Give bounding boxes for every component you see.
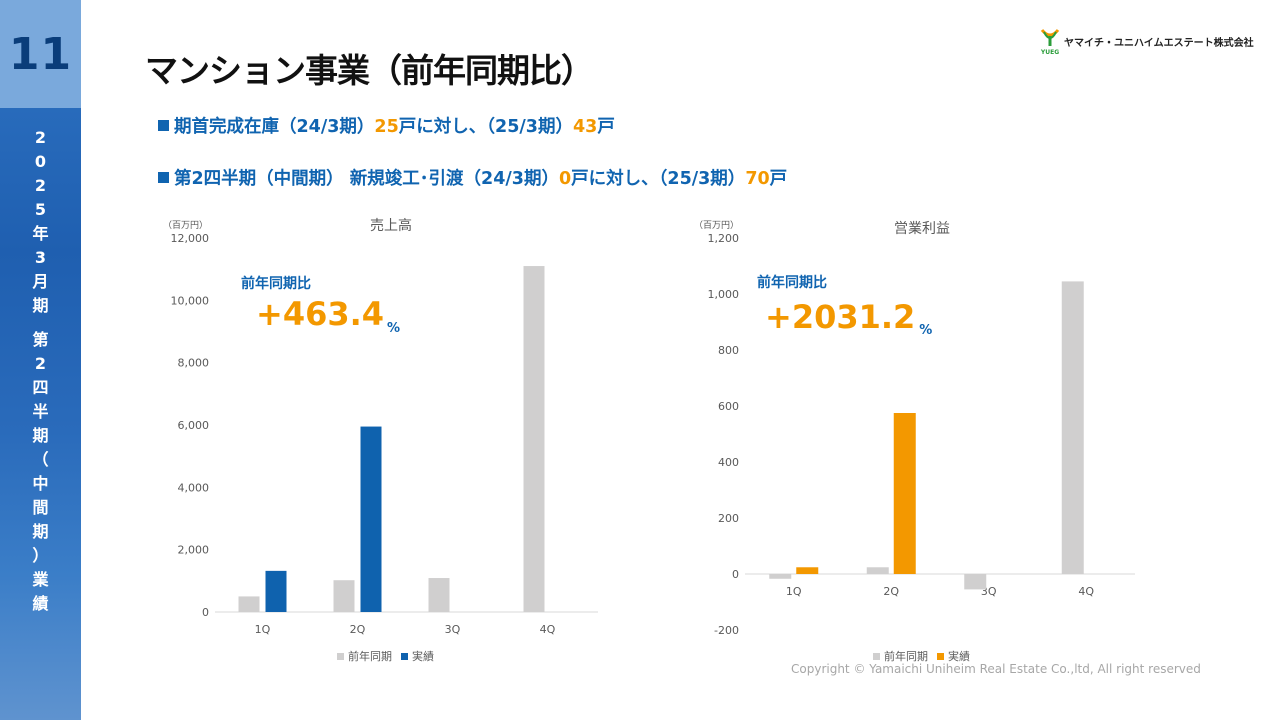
logo-mark-icon: YUEG bbox=[1040, 29, 1059, 56]
y-tick-label: 2,000 bbox=[178, 544, 210, 557]
legend-label: 実績 bbox=[412, 649, 434, 663]
x-tick-label: 2Q bbox=[883, 585, 899, 598]
y-tick-label: -200 bbox=[714, 624, 739, 637]
sidebar-char: 月 bbox=[32, 272, 49, 291]
x-tick-label: 4Q bbox=[1078, 585, 1094, 598]
bar-prior-year bbox=[333, 580, 355, 612]
bar-prior-year bbox=[964, 574, 987, 590]
yoy-value: +463.4 bbox=[256, 295, 384, 333]
bullet-1-highlight-a: 25 bbox=[374, 117, 399, 137]
yoy-percent-sign: % bbox=[919, 323, 932, 338]
bar-actual bbox=[265, 570, 287, 612]
sidebar-char: 第 bbox=[32, 330, 49, 349]
bullet-1-text-a: 期首完成在庫（24/3期） bbox=[174, 117, 375, 137]
chart-title: 売上高 bbox=[370, 217, 412, 234]
x-tick-label: 3Q bbox=[981, 585, 997, 598]
bullet-square-icon bbox=[158, 120, 169, 131]
bar-prior-year bbox=[238, 596, 260, 612]
copyright: Copyright © Yamaichi Uniheim Real Estate… bbox=[791, 662, 1201, 676]
page-title: マンション事業（前年同期比） bbox=[145, 51, 594, 90]
yoy-percent-sign: % bbox=[387, 321, 400, 336]
bullet-1-text-b: 戸に対し、（25/3期） bbox=[398, 117, 573, 137]
x-tick-label: 4Q bbox=[540, 623, 556, 636]
chart-title: 営業利益 bbox=[894, 221, 950, 237]
y-tick-label: 8,000 bbox=[178, 357, 210, 370]
chart-unit-label: （百万円） bbox=[163, 220, 208, 231]
y-tick-label: 6,000 bbox=[178, 419, 210, 432]
bullet-2-highlight-b: 70 bbox=[745, 169, 770, 189]
x-tick-label: 2Q bbox=[350, 623, 366, 636]
sidebar-char: 年 bbox=[32, 224, 49, 243]
sidebar-char: 四 bbox=[32, 378, 49, 397]
y-tick-label: 1,000 bbox=[708, 288, 740, 301]
bar-prior-year bbox=[428, 578, 450, 612]
bullet-1-text-c: 戸 bbox=[597, 117, 615, 137]
sidebar-char: 2 bbox=[34, 176, 47, 195]
legend-swatch bbox=[401, 653, 408, 660]
bullet-2-text-a: 第2四半期（中間期） 新規竣工･引渡（24/3期） bbox=[174, 169, 559, 189]
y-tick-label: 200 bbox=[718, 512, 739, 525]
bullet-square-icon bbox=[158, 172, 169, 183]
y-tick-label: 0 bbox=[732, 568, 739, 581]
y-tick-label: 10,000 bbox=[171, 294, 210, 307]
bar-prior-year bbox=[523, 266, 545, 612]
sidebar-char: 中 bbox=[32, 474, 49, 493]
y-tick-label: 0 bbox=[202, 606, 209, 619]
sidebar-char: 間 bbox=[32, 498, 49, 517]
sidebar-char: 0 bbox=[34, 152, 47, 171]
legend-swatch bbox=[937, 653, 944, 660]
yoy-label: 前年同期比 bbox=[757, 274, 827, 291]
x-tick-label: 3Q bbox=[445, 623, 461, 636]
logo-mark-text: YUEG bbox=[1040, 49, 1059, 56]
yoy-value: +2031.2 bbox=[765, 298, 915, 336]
sidebar-char: 3 bbox=[34, 248, 47, 267]
bullet-2: 第2四半期（中間期） 新規竣工･引渡（24/3期）0戸に対し、（25/3期）70… bbox=[158, 165, 787, 190]
sidebar-vertical-title: 2 0 2 5 年 3 月期第 2 四半期（中間期）業績 bbox=[0, 126, 81, 616]
sidebar-char: 5 bbox=[34, 200, 47, 219]
sidebar-char: 2 bbox=[34, 354, 47, 373]
bullet-2-text-c: 戸 bbox=[769, 169, 788, 189]
sidebar-char: 業 bbox=[32, 570, 49, 589]
bar-actual bbox=[360, 426, 382, 612]
bar-prior-year bbox=[769, 574, 792, 579]
x-tick-label: 1Q bbox=[786, 585, 802, 598]
bar-actual bbox=[893, 413, 916, 574]
legend-label: 前年同期 bbox=[348, 649, 392, 663]
chart-unit-label: （百万円） bbox=[694, 220, 739, 231]
bullet-2-text-b: 戸に対し、（25/3期） bbox=[571, 169, 746, 189]
y-tick-label: 600 bbox=[718, 400, 739, 413]
legend-label: 実績 bbox=[948, 649, 970, 663]
bar-prior-year bbox=[1061, 281, 1084, 574]
company-logo: YUEG ヤマイチ・ユニハイムエステート株式会社 bbox=[1039, 26, 1254, 56]
page-number: 11 bbox=[0, 0, 81, 108]
sidebar-char: 績 bbox=[32, 594, 49, 613]
x-tick-label: 1Q bbox=[255, 623, 271, 636]
y-tick-label: 1,200 bbox=[708, 232, 740, 245]
sidebar-char: （ bbox=[32, 450, 49, 469]
bullet-1: 期首完成在庫（24/3期）25戸に対し、（25/3期）43戸 bbox=[158, 113, 615, 138]
sidebar: 11 2 0 2 5 年 3 月期第 2 四半期（中間期）業績 bbox=[0, 0, 81, 720]
sidebar-char: ） bbox=[32, 546, 49, 565]
yoy-label: 前年同期比 bbox=[241, 275, 311, 292]
sidebar-char: 期 bbox=[32, 522, 49, 541]
sidebar-char: 2 bbox=[34, 128, 47, 147]
sidebar-char: 半 bbox=[32, 402, 49, 421]
y-tick-label: 400 bbox=[718, 456, 739, 469]
legend-swatch bbox=[337, 653, 344, 660]
logo-text: ヤマイチ・ユニハイムエステート株式会社 bbox=[1064, 37, 1254, 49]
y-tick-label: 4,000 bbox=[178, 481, 210, 494]
bullet-1-highlight-b: 43 bbox=[572, 117, 598, 137]
y-tick-label: 12,000 bbox=[171, 232, 210, 245]
sidebar-char: 期 bbox=[32, 296, 49, 315]
legend-label: 前年同期 bbox=[884, 649, 928, 663]
sidebar-char: 期 bbox=[32, 426, 49, 445]
y-tick-label: 800 bbox=[718, 344, 739, 357]
bullet-2-highlight-a: 0 bbox=[558, 169, 572, 189]
bar-actual bbox=[796, 567, 819, 574]
legend-swatch bbox=[873, 653, 880, 660]
bar-prior-year bbox=[866, 567, 889, 574]
